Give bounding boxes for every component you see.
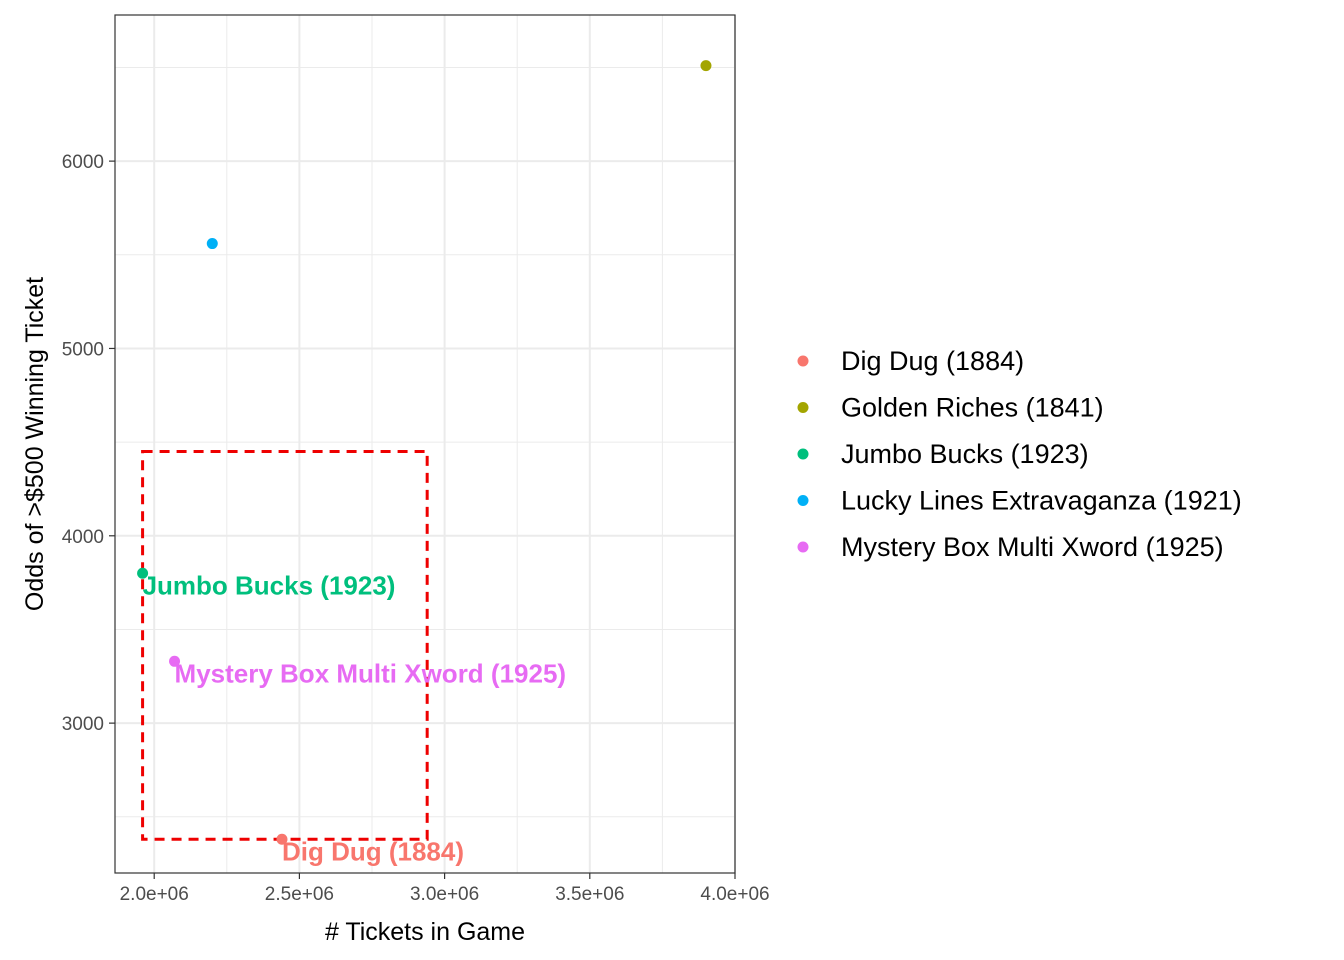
- point-label: Jumbo Bucks (1923): [143, 570, 396, 600]
- legend-key: [797, 541, 809, 553]
- y-tick-label: 3000: [62, 714, 104, 735]
- data-point: [137, 567, 149, 579]
- legend-key: [797, 355, 809, 367]
- data-point: [276, 833, 288, 845]
- points-layer: [137, 60, 712, 845]
- legend-key: [797, 448, 809, 460]
- data-point: [169, 655, 181, 667]
- y-tick-label: 5000: [62, 339, 104, 360]
- panel-border: [114, 14, 736, 874]
- x-axis-title: # Tickets in Game: [325, 918, 525, 946]
- grid: [115, 15, 736, 873]
- x-tick-label: 4.0e+06: [700, 884, 769, 905]
- legend-label: Jumbo Bucks (1923): [841, 439, 1089, 469]
- y-tick-label: 6000: [62, 152, 104, 173]
- legend-key: [797, 402, 809, 413]
- x-tick-label: 2.0e+06: [120, 884, 189, 905]
- legend-key: [797, 495, 809, 506]
- point-labels-layer: Dig Dug (1884) Jumbo Bucks (1923) Mystery …: [143, 570, 566, 866]
- point-label: Dig Dug (1884): [282, 836, 464, 866]
- y-tick-label: 4000: [62, 527, 104, 548]
- axes: 2.0e+06 2.5e+06 3.0e+06 3.5e+06 4.0e+06 3000 4…: [62, 152, 770, 905]
- x-tick-label: 3.0e+06: [410, 884, 479, 905]
- legend-label: Mystery Box Multi Xword (1925): [841, 532, 1224, 562]
- y-axis-title: Odds of >$500 Winning Ticket: [21, 277, 49, 611]
- highlight-box-layer: [141, 449, 429, 841]
- x-tick-label: 2.5e+06: [265, 884, 334, 905]
- legend-label: Golden Riches (1841): [841, 393, 1104, 423]
- data-point: [700, 60, 712, 72]
- legend: Dig Dug (1884) Golden Riches (1841) Jumbo …: [797, 346, 1242, 562]
- point-label: Mystery Box Multi Xword (1925): [175, 658, 567, 688]
- x-tick-label: 3.5e+06: [555, 884, 624, 905]
- data-point: [206, 238, 218, 250]
- highlight-box: [141, 449, 429, 841]
- legend-label: Dig Dug (1884): [841, 346, 1024, 376]
- legend-label: Lucky Lines Extravaganza (1921): [841, 486, 1242, 516]
